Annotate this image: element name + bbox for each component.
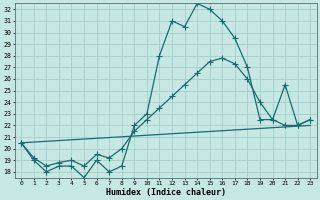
X-axis label: Humidex (Indice chaleur): Humidex (Indice chaleur): [106, 188, 226, 197]
